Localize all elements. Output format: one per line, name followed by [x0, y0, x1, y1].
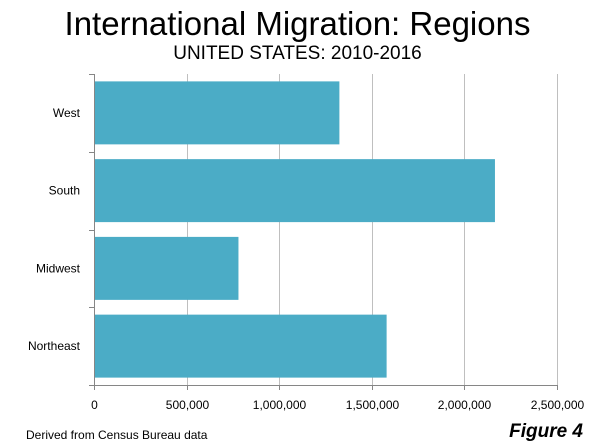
x-tick-label-5: 2,500,000 [531, 398, 585, 412]
bar-northeast [94, 314, 387, 378]
x-tick-label-0: 0 [91, 398, 98, 412]
bar-west [94, 81, 340, 145]
y-tick-label-midwest: Midwest [36, 261, 81, 275]
x-tick-label-1: 500,000 [166, 398, 210, 412]
x-tick-label-2: 1,000,000 [253, 398, 307, 412]
bar-midwest [94, 236, 239, 300]
figure-label: Figure 4 [509, 421, 583, 442]
chart-title: International Migration: Regions [64, 5, 531, 42]
y-tick-label-south: South [49, 184, 80, 198]
chart-subtitle: UNITED STATES: 2010-2016 [173, 43, 422, 64]
y-tick-label-west: West [53, 106, 81, 120]
x-tick-label-4: 2,000,000 [438, 398, 492, 412]
y-tick-label-northeast: Northeast [28, 339, 81, 353]
source-note: Derived from Census Bureau data [26, 428, 208, 442]
bar-south [94, 159, 495, 223]
x-tick-label-3: 1,500,000 [346, 398, 400, 412]
